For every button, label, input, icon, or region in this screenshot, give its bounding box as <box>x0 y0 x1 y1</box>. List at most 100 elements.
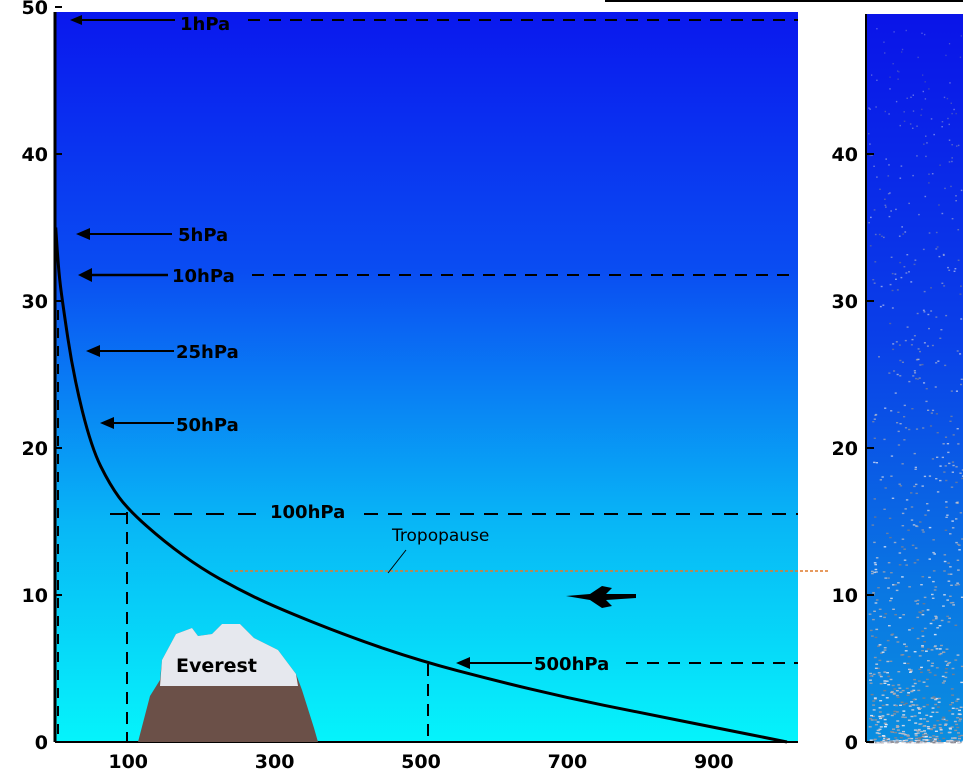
air-molecule-dot <box>931 597 935 599</box>
air-molecule-dot <box>868 222 870 224</box>
air-molecule-dot <box>935 362 938 364</box>
air-molecule-dot <box>950 741 954 744</box>
air-molecule-dot <box>893 31 895 33</box>
air-molecule-dot <box>944 724 947 726</box>
air-molecule-dot <box>929 715 933 718</box>
air-molecule-dot <box>930 697 934 699</box>
air-molecule-dot <box>902 739 906 742</box>
air-molecule-dot <box>881 476 884 478</box>
air-molecule-dot <box>930 118 933 120</box>
air-molecule-dot <box>920 671 923 673</box>
air-molecule-dot <box>908 705 912 707</box>
air-molecule-dot <box>931 344 934 347</box>
air-molecule-dot <box>889 678 893 681</box>
air-molecule-dot <box>883 680 887 682</box>
air-molecule-dot <box>904 742 908 744</box>
air-molecule-dot <box>878 608 882 610</box>
left-panel-background <box>55 12 798 742</box>
air-molecule-dot <box>906 254 909 256</box>
air-molecule-dot <box>956 726 960 729</box>
air-molecule-dot <box>950 584 953 586</box>
air-molecule-dot <box>901 724 905 727</box>
air-molecule-dot <box>872 673 876 675</box>
arrow-head-icon <box>86 345 100 357</box>
air-molecule-dot <box>890 691 894 694</box>
air-molecule-dot <box>878 644 882 646</box>
air-molecule-dot <box>904 339 907 342</box>
air-molecule-dot <box>959 353 962 355</box>
air-molecule-dot <box>897 430 900 433</box>
air-molecule-dot <box>946 514 949 516</box>
air-molecule-dot <box>948 43 951 45</box>
air-molecule-dot <box>954 729 958 732</box>
air-molecule-dot <box>883 546 887 548</box>
air-molecule-dot <box>891 741 895 743</box>
air-molecule-dot <box>956 543 960 546</box>
air-molecule-dot <box>956 428 959 430</box>
air-molecule-dot <box>924 33 926 36</box>
air-molecule-dot <box>874 724 878 726</box>
air-molecule-dot <box>913 370 916 372</box>
pressure-label: 1hPa <box>180 14 230 35</box>
air-molecule-dot <box>884 739 888 742</box>
air-molecule-dot <box>922 681 926 683</box>
air-molecule-dot <box>918 377 921 379</box>
air-molecule-dot <box>913 678 916 681</box>
air-molecule-dot <box>914 259 917 261</box>
air-molecule-dot <box>902 733 906 735</box>
air-molecule-dot <box>879 700 883 702</box>
air-molecule-dot <box>898 552 902 554</box>
air-molecule-dot <box>919 718 923 720</box>
air-molecule-dot <box>904 427 908 429</box>
air-molecule-dot <box>883 649 887 651</box>
air-molecule-dot <box>945 516 948 518</box>
air-molecule-dot <box>930 728 933 731</box>
air-molecule-dot <box>946 664 949 666</box>
air-molecule-dot <box>872 592 875 594</box>
air-molecule-dot <box>957 583 961 586</box>
air-molecule-dot <box>890 597 893 600</box>
air-molecule-dot <box>902 614 905 616</box>
air-molecule-dot <box>912 375 915 377</box>
air-molecule-dot <box>902 703 906 706</box>
air-molecule-dot <box>932 580 935 583</box>
air-molecule-dot <box>877 732 881 735</box>
air-molecule-dot <box>868 613 872 615</box>
air-molecule-dot <box>961 469 963 471</box>
air-molecule-dot <box>885 697 889 699</box>
air-molecule-dot <box>928 475 932 477</box>
air-molecule-dot <box>960 285 962 287</box>
air-molecule-dot <box>895 739 899 741</box>
air-molecule-dot <box>949 573 953 575</box>
air-molecule-dot <box>947 266 949 269</box>
air-molecule-dot <box>931 458 935 460</box>
air-molecule-dot <box>946 443 950 445</box>
air-molecule-dot <box>874 602 878 604</box>
air-molecule-dot <box>908 741 912 743</box>
air-molecule-dot <box>939 652 943 655</box>
air-molecule-dot <box>893 713 896 715</box>
air-molecule-dot <box>915 525 918 527</box>
air-molecule-dot <box>884 613 888 615</box>
air-molecule-dot <box>910 506 914 508</box>
air-molecule-dot <box>930 287 932 289</box>
pressure-level-50hpa: 50hPa <box>100 415 239 436</box>
air-molecule-dot <box>921 32 923 34</box>
air-molecule-dot <box>868 107 870 109</box>
y-tick-label: 10 <box>22 585 48 607</box>
air-molecule-dot <box>925 650 928 652</box>
air-molecule-dot <box>908 271 910 273</box>
air-molecule-dot <box>951 160 953 163</box>
air-molecule-dot <box>890 714 894 717</box>
air-molecule-dot <box>932 696 936 698</box>
air-molecule-dot <box>874 719 878 721</box>
arrow-head-icon <box>456 657 470 669</box>
air-molecule-dot <box>891 684 895 687</box>
air-molecule-dot <box>951 702 954 704</box>
air-molecule-dot <box>916 742 920 744</box>
air-molecule-dot <box>900 165 903 167</box>
air-molecule-dot <box>928 671 932 674</box>
air-molecule-dot <box>926 704 929 706</box>
air-molecule-dot <box>906 694 910 696</box>
air-molecule-dot <box>911 685 915 687</box>
